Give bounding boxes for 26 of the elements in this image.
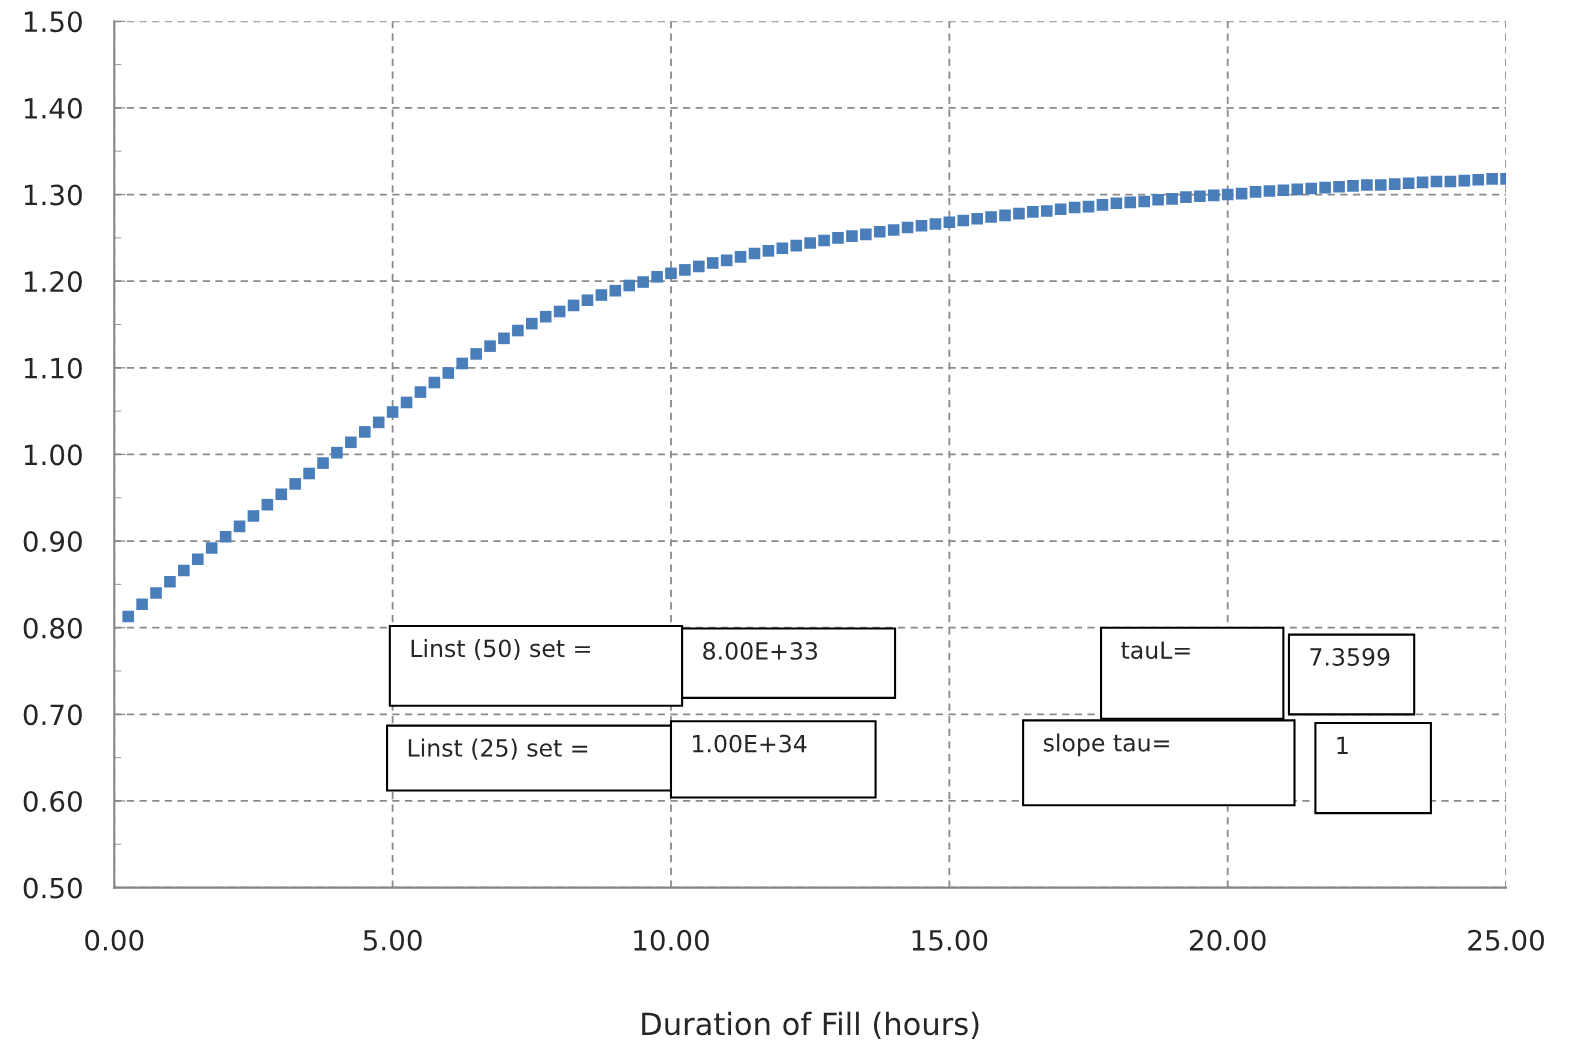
y-tick-label: 1.50 [24, 11, 82, 33]
annotation: Linst (25) set = [408, 738, 588, 760]
annotation: 8.00E+33 [703, 641, 818, 660]
y-tick-label: 0.50 [23, 877, 82, 899]
x-tick-label: 15.00 [912, 929, 988, 951]
x-tick-label: 10.00 [634, 929, 709, 951]
y-tick-label: 1.40 [24, 97, 82, 119]
annotation: Linst (50) set = [411, 638, 590, 661]
y-tick-label: 0.60 [23, 790, 82, 812]
y-tick-label: 1.20 [24, 271, 82, 293]
x-tick-label: 0.00 [85, 929, 144, 951]
x-tick-label: 20.00 [1189, 929, 1266, 951]
annotation: 7.3599 [1310, 648, 1390, 666]
annotation: slope tau= [1043, 733, 1169, 757]
x-tick-label: 25.00 [1468, 929, 1544, 951]
x-axis-title: Duration of Fill (hours) [642, 1011, 979, 1039]
x-tick-label: 5.00 [363, 929, 422, 951]
y-tick-label: 1.00 [24, 444, 82, 466]
y-tick-label: 1.30 [24, 184, 82, 206]
annotation: 1.00E+34 [693, 734, 807, 753]
annotation: 1 [1337, 736, 1348, 754]
y-tick-label: 1.10 [24, 357, 82, 379]
annotation: tauL= [1121, 641, 1190, 659]
y-tick-label: 0.80 [23, 617, 82, 639]
y-tick-label: 0.90 [23, 531, 82, 553]
y-tick-label: 0.70 [23, 704, 82, 726]
